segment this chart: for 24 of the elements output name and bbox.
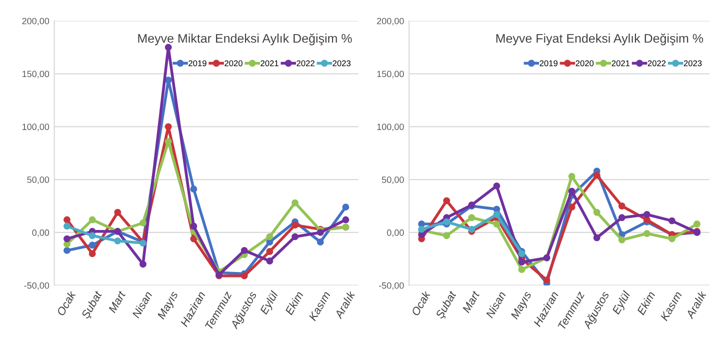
legend-label: 2021 bbox=[260, 60, 278, 66]
legend-label: 2022 bbox=[296, 60, 314, 66]
y-tick-label: -50,00 bbox=[379, 282, 404, 290]
legend-label: 2022 bbox=[648, 60, 666, 66]
y-tick-label: 0,00 bbox=[32, 229, 50, 237]
y-tick-label: -50,00 bbox=[24, 282, 50, 290]
y-tick-label: 100,00 bbox=[22, 124, 50, 132]
y-tick-label: 50,00 bbox=[27, 176, 50, 184]
legend-label: 2019 bbox=[540, 60, 558, 66]
y-tick-label: 200,00 bbox=[377, 18, 404, 26]
y-tick-label: 50,00 bbox=[382, 176, 404, 184]
legend-label: 2021 bbox=[612, 60, 630, 66]
legend-label: 2019 bbox=[188, 60, 206, 66]
legend-label: 2020 bbox=[576, 60, 594, 66]
y-tick-label: 200,00 bbox=[22, 18, 50, 26]
legend-label: 2020 bbox=[224, 60, 242, 66]
y-tick-label: 150,00 bbox=[377, 70, 404, 78]
y-tick-label: 0,00 bbox=[386, 229, 404, 237]
text: Meyve Fiyat Endeksi Aylık Değişim % bbox=[496, 33, 704, 46]
text: Meyve Miktar Endeksi Aylık Değişim % bbox=[138, 33, 352, 46]
y-tick-label: 150,00 bbox=[22, 70, 50, 78]
legend-label: 2023 bbox=[332, 60, 351, 66]
y-tick-label: 100,00 bbox=[377, 124, 404, 132]
legend-label: 2023 bbox=[684, 60, 702, 66]
